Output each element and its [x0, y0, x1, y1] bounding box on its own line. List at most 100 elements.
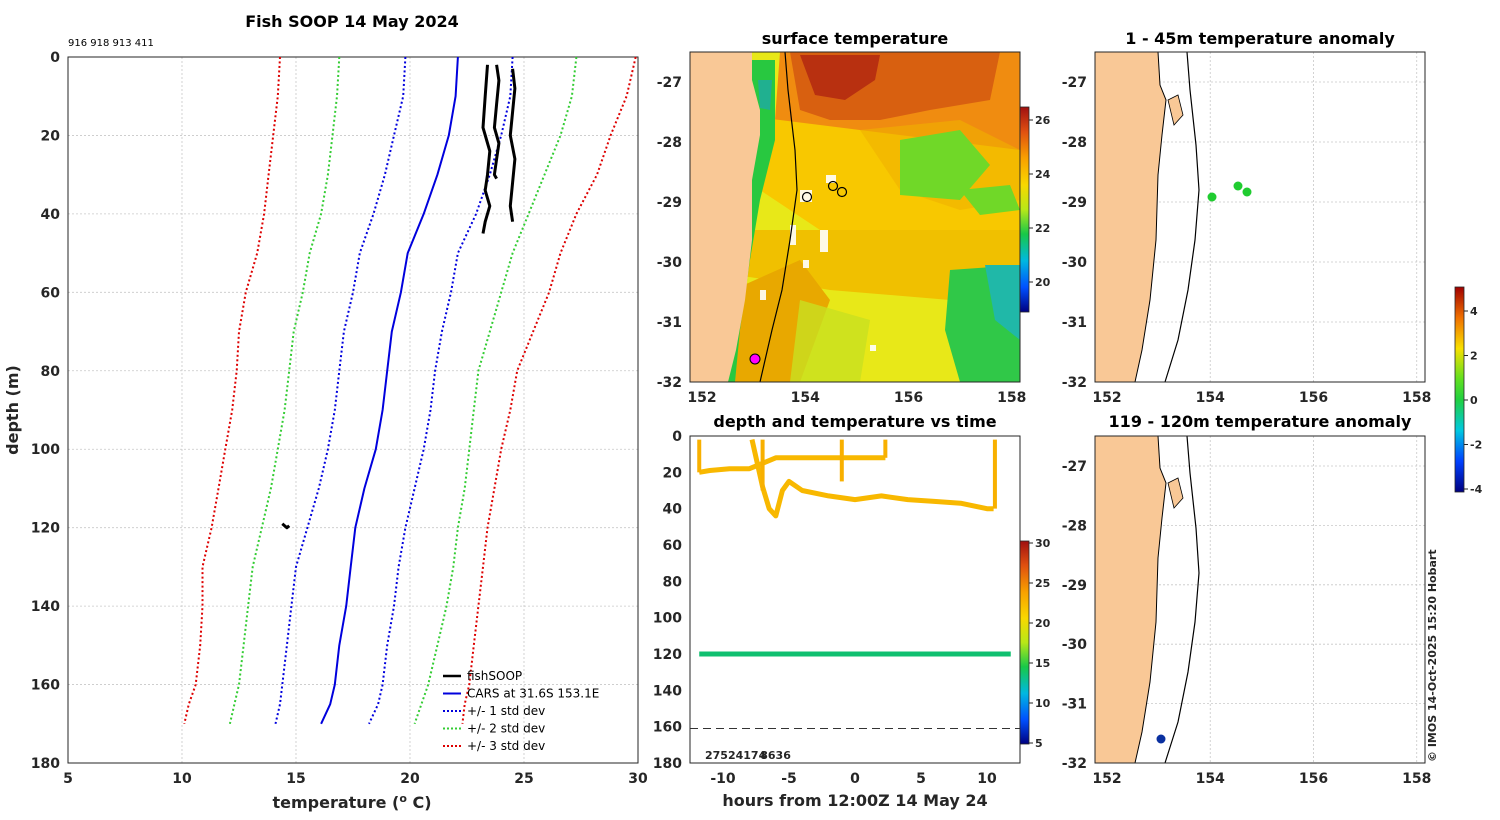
timeplot-y-tick: 160 [653, 720, 682, 736]
profile-y-tick: 120 [31, 521, 60, 537]
map-y-tick: -28 [1062, 135, 1087, 151]
profile-x-tick: 15 [286, 771, 305, 787]
timeplot-x-tick: -10 [710, 771, 736, 787]
legend-label: +/- 3 std dev [467, 739, 545, 753]
profile-y-tick: 60 [41, 285, 61, 301]
timeplot-cbar-label: 20 [1035, 617, 1051, 630]
anomaly-map-1-land [1095, 52, 1166, 382]
profile-y-tick: 100 [31, 442, 60, 458]
surface-cbar-label: 20 [1035, 276, 1051, 289]
map-x-tick: 156 [1299, 390, 1328, 406]
surface-cbar-label: 26 [1035, 114, 1051, 127]
map-y-tick: -29 [657, 195, 682, 211]
anomaly-map-2-y-ticks: -27 -28 -29 -30 -31 -32 [1062, 459, 1088, 772]
map-x-tick: 158 [1402, 390, 1431, 406]
profile-grid [67, 56, 639, 764]
map-y-tick: -30 [1062, 637, 1088, 653]
timeplot-y-tick: 60 [663, 538, 683, 554]
profile-line [368, 56, 514, 725]
anomaly-map-1-title: 1 - 45m temperature anomaly [1125, 29, 1395, 48]
profile-y-tick: 80 [41, 364, 61, 380]
timeplot-cbar-label: 5 [1035, 737, 1043, 750]
timeplot-series [690, 439, 1020, 729]
map-y-tick: -27 [1062, 459, 1087, 475]
map-x-tick: 152 [687, 390, 716, 406]
timeplot-x-tick: 10 [977, 771, 997, 787]
map-y-tick: -27 [657, 75, 682, 91]
map-x-tick: 154 [1196, 771, 1225, 787]
anomaly-map-2-x-ticks: 152 154 156 158 [1092, 771, 1431, 787]
profile-line [228, 56, 341, 725]
surface-cbar-label: 22 [1035, 222, 1050, 235]
anomaly-cbar-label: 4 [1470, 305, 1478, 318]
map-x-tick: 152 [1092, 771, 1121, 787]
anomaly-colorbar [1454, 286, 1465, 493]
map-x-tick: 154 [1196, 390, 1225, 406]
profile-y-ticks: 0 20 40 60 80 100 120 140 160 180 [31, 50, 60, 772]
anomaly-cbar-label: 2 [1470, 350, 1478, 363]
timeplot-track [698, 455, 886, 475]
profile-id-note: 916 918 913 411 [68, 38, 154, 49]
profile-line [183, 56, 281, 725]
anomaly-cbar-label: 0 [1470, 394, 1478, 407]
timeplot-y-tick: 40 [663, 502, 683, 518]
timeplot-track [749, 439, 994, 519]
profile-y-tick: 20 [41, 128, 61, 144]
map-x-tick: 154 [791, 390, 820, 406]
surface-temperature-panel: surface temperature [657, 29, 1051, 406]
map-x-tick: 158 [997, 390, 1026, 406]
surface-map-x-ticks: 152 154 156 158 [687, 390, 1026, 406]
timeplot-y-tick: 180 [653, 756, 682, 772]
anomaly-map-1-panel: 1 - 45m temperature anomaly 152 154 156 158… [1062, 29, 1432, 406]
map-y-tick: -31 [1062, 697, 1087, 713]
profile-line [492, 64, 501, 180]
timeplot-panel: depth and temperature vs time -10 -5 0 5 10 … [653, 412, 1051, 810]
profile-axes-frame [67, 56, 639, 764]
profile-y-tick: 40 [41, 207, 61, 223]
anomaly-colorbar-ticks: 4 2 0 -2 -4 [1464, 305, 1483, 496]
timeplot-xlabel: hours from 12:00Z 14 May 24 [722, 791, 987, 810]
profile-line [281, 522, 291, 530]
timeplot-y-tick: 100 [653, 611, 682, 627]
timeplot-y-tick: 140 [653, 683, 682, 699]
timeplot-colorbar-ticks: 30 25 20 15 10 5 [1029, 537, 1051, 750]
legend-label: +/- 1 std dev [467, 704, 545, 718]
timeplot-axes-frame [689, 435, 1021, 764]
legend-label: CARS at 31.6S 153.1E [467, 687, 599, 701]
timeplot-x-ticks: -10 -5 0 5 10 [710, 771, 997, 787]
map-y-tick: -30 [1062, 255, 1088, 271]
map-x-tick: 156 [1299, 771, 1328, 787]
profile-x-tick: 20 [400, 771, 420, 787]
profile-x-tick: 10 [172, 771, 192, 787]
timeplot-y-tick: 20 [663, 465, 683, 481]
timeplot-colorbar [1019, 540, 1030, 745]
profile-legend: fishSOOP CARS at 31.6S 153.1E +/- 1 std de… [443, 669, 599, 753]
timeplot-y-ticks: 0 20 40 60 80 100 120 140 160 180 [653, 429, 682, 772]
map-x-tick: 156 [894, 390, 923, 406]
timeplot-cbar-label: 10 [1035, 697, 1051, 710]
profile-y-tick: 140 [31, 599, 60, 615]
timeplot-x-tick: -5 [781, 771, 797, 787]
watermark: © IMOS 14-Oct-2025 15:20 Hobart [1426, 549, 1439, 762]
anomaly-cbar-label: -2 [1470, 439, 1482, 452]
profile-x-ticks: 5 10 15 20 25 30 [63, 771, 648, 787]
surface-cbar-label: 24 [1035, 168, 1051, 181]
timeplot-x-tick: 0 [850, 771, 860, 787]
map-y-tick: -30 [657, 255, 683, 271]
profile-line [481, 64, 492, 234]
timeplot-cbar-label: 25 [1035, 577, 1050, 590]
anomaly-map-1-x-ticks: 152 154 156 158 [1092, 390, 1431, 406]
map-y-tick: -29 [1062, 195, 1087, 211]
profile-y-tick: 160 [31, 678, 60, 694]
anomaly-cbar-label: -4 [1470, 483, 1483, 496]
surface-map-title: surface temperature [762, 29, 949, 48]
timeplot-id-note: 275241748636 [705, 749, 791, 762]
timeplot-x-tick: 5 [916, 771, 926, 787]
map-x-tick: 158 [1402, 771, 1431, 787]
surface-colorbar [1019, 106, 1030, 313]
profile-y-tick: 180 [31, 756, 60, 772]
map-y-tick: -31 [1062, 315, 1087, 331]
anomaly-map-1-y-ticks: -27 -28 -29 -30 -31 -32 [1062, 75, 1088, 391]
anomaly-map-2-title: 119 - 120m temperature anomaly [1109, 412, 1412, 431]
